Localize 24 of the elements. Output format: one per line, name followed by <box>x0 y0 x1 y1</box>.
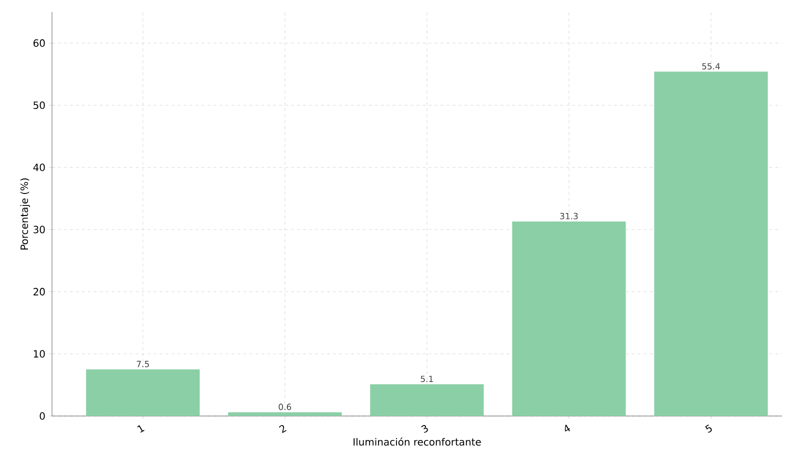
bar <box>512 221 626 416</box>
bar <box>654 72 768 416</box>
y-tick-label: 50 <box>34 101 45 109</box>
y-tick-label: 30 <box>34 226 45 234</box>
data-label: 55.4 <box>702 63 720 70</box>
data-label: 5.1 <box>420 376 433 382</box>
y-tick-label: 40 <box>33 164 45 172</box>
bar <box>228 412 342 416</box>
data-label: 31.3 <box>560 212 578 220</box>
x-tick-label: 5 <box>705 424 712 433</box>
y-tick-label: 20 <box>34 288 45 296</box>
y-axis-title: Porcentaje (%) <box>20 178 30 250</box>
x-axis-title: Iluminación reconfortante <box>354 438 481 446</box>
x-tick-label: 3 <box>421 425 428 433</box>
data-label: 7.5 <box>136 360 149 368</box>
data-label: 0.6 <box>278 404 292 410</box>
x-tick-label: 2 <box>279 425 286 434</box>
y-tick-label: 10 <box>34 350 45 358</box>
x-tick-label: 1 <box>137 425 144 433</box>
y-tick-label: 0 <box>40 412 45 420</box>
bar <box>86 369 200 416</box>
bar <box>370 384 484 416</box>
y-tick-label: 60 <box>34 39 45 47</box>
x-tick-label: 4 <box>564 424 570 432</box>
